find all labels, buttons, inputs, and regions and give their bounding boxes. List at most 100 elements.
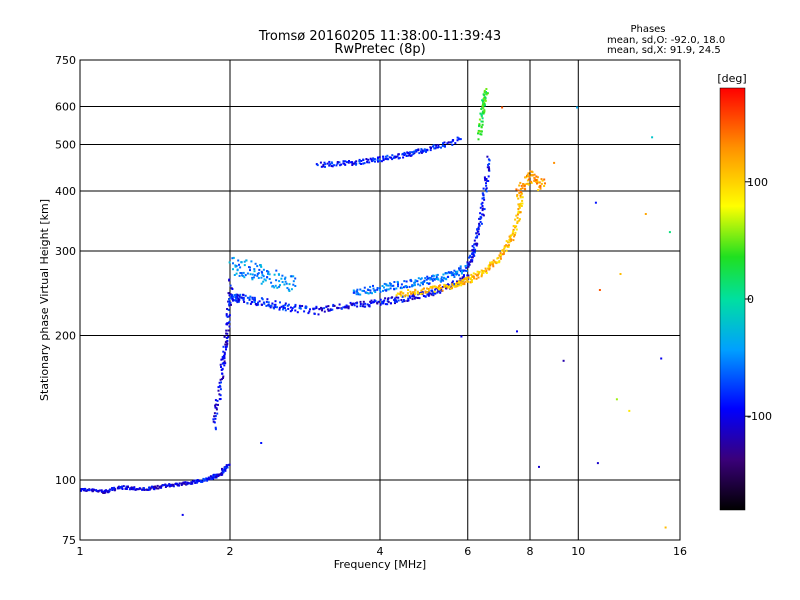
data-point	[269, 306, 272, 309]
data-point	[228, 302, 231, 304]
data-point	[225, 348, 227, 351]
data-point	[223, 360, 226, 363]
data-point	[97, 489, 100, 492]
data-point	[426, 275, 429, 278]
data-point	[485, 272, 488, 274]
colorbar-tick-label: 100	[747, 176, 768, 189]
data-point	[239, 293, 242, 296]
data-point	[241, 274, 244, 277]
data-point	[596, 462, 599, 465]
data-point	[407, 289, 410, 291]
data-point	[432, 291, 435, 294]
data-point	[460, 272, 463, 275]
data-point	[466, 261, 469, 264]
data-point	[326, 162, 329, 165]
data-point	[294, 309, 297, 312]
data-point	[307, 312, 310, 315]
data-point	[518, 184, 521, 187]
data-point	[410, 154, 413, 157]
data-point	[271, 285, 274, 288]
data-point	[450, 141, 453, 144]
data-point	[441, 289, 444, 292]
data-point	[481, 105, 484, 108]
data-point	[129, 487, 132, 490]
data-point	[445, 278, 448, 281]
data-point	[395, 294, 398, 297]
data-point	[483, 96, 486, 99]
data-point	[420, 151, 423, 154]
data-point	[151, 485, 153, 488]
data-point	[434, 285, 437, 288]
data-point	[275, 269, 278, 272]
data-point	[228, 294, 231, 297]
data-point	[455, 283, 458, 286]
data-point	[515, 214, 518, 217]
data-point	[472, 246, 475, 249]
data-point	[453, 282, 456, 285]
data-point	[387, 288, 390, 291]
data-point	[379, 290, 382, 293]
data-point	[485, 93, 488, 96]
data-point	[535, 179, 538, 181]
data-point	[432, 293, 435, 296]
data-point	[250, 260, 253, 263]
x-tick-label: 1	[77, 545, 84, 558]
data-point	[404, 285, 407, 288]
data-point	[200, 481, 203, 483]
data-point	[284, 280, 287, 283]
y-axis-ticks: 75 100 200 300 400 500 600 750	[55, 54, 76, 547]
data-point	[80, 489, 83, 492]
data-point	[480, 133, 483, 136]
data-point	[131, 487, 134, 489]
data-point	[278, 306, 281, 309]
data-point	[391, 296, 394, 299]
data-point	[265, 300, 268, 303]
data-point	[219, 473, 222, 476]
data-point	[166, 484, 169, 487]
data-point	[143, 487, 145, 490]
data-point	[459, 265, 462, 268]
data-point	[446, 142, 449, 145]
data-point	[389, 284, 392, 287]
data-point	[377, 160, 379, 163]
data-point	[202, 477, 205, 480]
data-point	[226, 322, 228, 325]
data-point	[499, 252, 502, 255]
data-point	[484, 104, 486, 107]
data-point	[230, 293, 233, 296]
data-point	[511, 233, 514, 236]
data-point	[218, 381, 221, 384]
data-point	[268, 305, 271, 308]
data-point	[483, 270, 486, 272]
data-point	[458, 284, 461, 287]
data-point	[395, 155, 397, 158]
data-point	[477, 138, 480, 141]
data-point	[378, 288, 381, 291]
data-point	[215, 403, 218, 406]
data-point	[280, 305, 283, 308]
data-point	[298, 307, 301, 310]
data-point	[157, 487, 160, 490]
data-point	[450, 271, 453, 273]
data-point	[395, 296, 398, 299]
data-point	[403, 154, 406, 156]
data-point	[431, 279, 434, 282]
data-point	[235, 272, 238, 275]
data-point	[421, 281, 424, 284]
data-point	[481, 120, 484, 123]
data-point	[165, 484, 168, 487]
data-point	[389, 287, 392, 290]
data-point	[227, 292, 230, 295]
data-point	[360, 163, 363, 165]
data-point	[246, 296, 249, 299]
data-point	[289, 310, 292, 313]
data-point	[351, 303, 354, 305]
data-point	[478, 271, 481, 274]
data-point	[336, 162, 339, 165]
data-point	[278, 285, 281, 288]
data-point	[378, 287, 381, 290]
data-point	[235, 294, 237, 297]
data-point	[112, 488, 115, 490]
data-point	[158, 485, 161, 488]
